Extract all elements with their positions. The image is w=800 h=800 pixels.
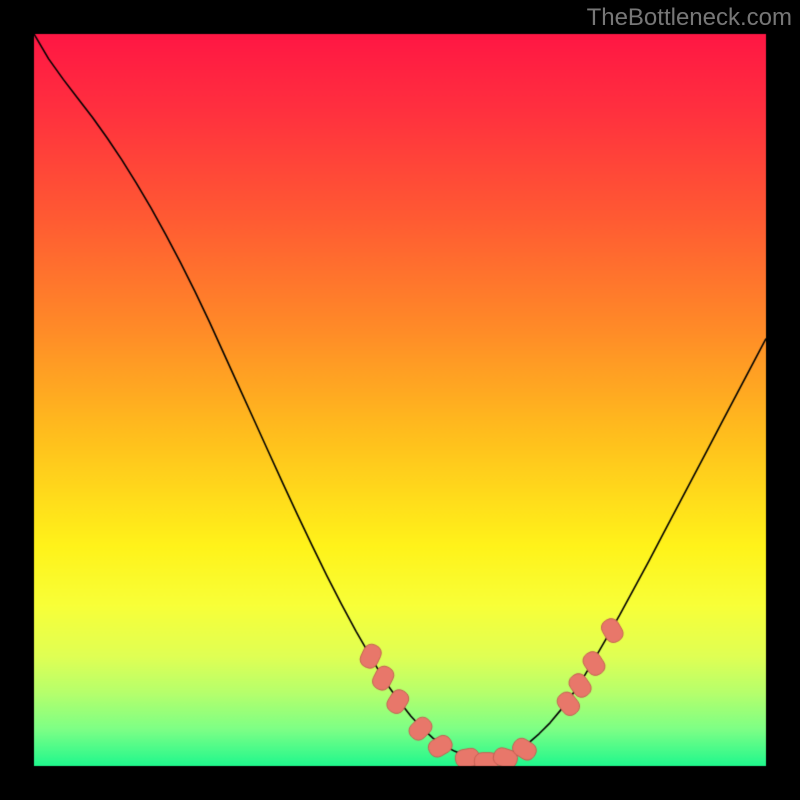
watermark-label: TheBottleneck.com: [587, 4, 792, 32]
bottleneck-chart-canvas: [0, 0, 800, 800]
chart-root: TheBottleneck.com: [0, 0, 800, 800]
